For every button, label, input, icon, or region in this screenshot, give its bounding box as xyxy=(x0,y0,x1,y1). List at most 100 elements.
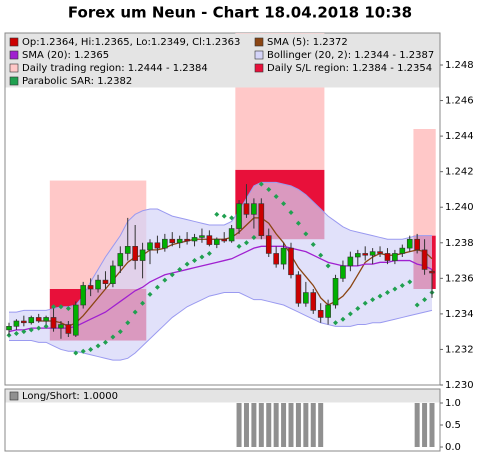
y-tick-label: 1.234 xyxy=(445,309,474,320)
y-tick-label: 1.230 xyxy=(445,380,474,391)
bar xyxy=(295,403,301,447)
candle-body xyxy=(13,320,20,327)
bar xyxy=(288,403,294,447)
candle-body xyxy=(273,253,279,265)
candle-body xyxy=(325,304,331,318)
candle-body xyxy=(265,235,272,254)
sar-dot xyxy=(318,252,324,258)
candle-body xyxy=(50,317,57,329)
candle-body xyxy=(399,247,406,254)
sar-dot xyxy=(206,250,212,256)
y-tick-label: 1.238 xyxy=(445,238,474,249)
candle-body xyxy=(421,249,428,270)
candle-body xyxy=(80,285,87,306)
y-tick-label: 1.248 xyxy=(445,60,474,71)
candle-body xyxy=(87,285,94,290)
candle-body xyxy=(154,242,161,249)
sar-dot xyxy=(117,329,123,335)
sar-dot xyxy=(281,201,287,207)
legend-label: SMA (5): 1.2372 xyxy=(267,37,348,48)
candle-body xyxy=(95,279,101,290)
legend-label: Daily trading region: 1.2444 - 1.2384 xyxy=(22,63,208,74)
candle-body xyxy=(236,203,242,229)
y-tick-label: 0.0 xyxy=(445,442,461,453)
candle-body xyxy=(162,238,168,249)
bar xyxy=(422,403,428,447)
y-tick-label: 1.236 xyxy=(445,273,474,284)
sar-dot xyxy=(192,258,198,264)
y-tick-label: 1.242 xyxy=(445,167,474,178)
sar-dot xyxy=(303,231,309,237)
sar-dot xyxy=(221,213,227,219)
candle-body xyxy=(362,253,369,256)
candle-body xyxy=(147,242,153,251)
bar xyxy=(273,403,279,447)
candle-body xyxy=(35,317,42,322)
sar-dot xyxy=(310,242,316,248)
sar-dot xyxy=(43,323,49,329)
candle-body xyxy=(310,292,317,311)
candle-body xyxy=(6,326,12,331)
sar-dot xyxy=(295,220,301,226)
candle-body xyxy=(332,278,339,306)
candle-body xyxy=(347,256,354,267)
sar-dot xyxy=(88,346,94,352)
bar xyxy=(318,403,324,447)
bar xyxy=(251,403,257,447)
sar-dot xyxy=(384,290,390,296)
candle-body xyxy=(414,238,420,251)
legend-swatch xyxy=(9,50,19,60)
sar-dot xyxy=(347,311,353,317)
candle-body xyxy=(303,292,309,304)
legend-background xyxy=(5,33,440,88)
candle-body xyxy=(221,238,228,242)
candle-body xyxy=(102,279,109,284)
sar-dot xyxy=(273,194,279,200)
sar-dot xyxy=(140,300,146,306)
sar-dot xyxy=(169,272,175,278)
bar xyxy=(236,403,242,447)
sar-dot xyxy=(36,325,42,331)
region xyxy=(413,129,436,236)
sar-dot xyxy=(162,277,168,283)
y-tick-label: 0.5 xyxy=(445,420,461,431)
sar-dot xyxy=(251,234,257,240)
candle-body xyxy=(58,324,64,329)
moving-average xyxy=(38,217,433,328)
sar-dot xyxy=(80,348,86,354)
candle-body xyxy=(243,203,250,215)
bar xyxy=(281,403,287,447)
candle-body xyxy=(258,203,265,236)
legend-label: Bollinger (20, 2): 1.2344 - 1.2387 xyxy=(267,50,434,61)
sar-dot xyxy=(28,327,34,333)
sar-dot xyxy=(13,330,19,336)
sar-dot xyxy=(95,343,101,349)
candle-body xyxy=(295,274,302,304)
bar xyxy=(243,403,249,447)
chart-title: Forex um Neun - Chart 18.04.2018 10:38 xyxy=(68,4,412,22)
candle-body xyxy=(184,238,190,242)
legend-label: SMA (20): 1.2365 xyxy=(22,50,109,61)
candle-body xyxy=(392,253,398,261)
sar-dot xyxy=(377,293,383,299)
legend-label: Daily S/L region: 1.2384 - 1.2354 xyxy=(267,63,432,74)
sar-dot xyxy=(325,263,331,269)
candle-body xyxy=(28,317,35,324)
legend-swatch xyxy=(9,391,19,401)
sar-dot xyxy=(370,297,376,303)
candle-body xyxy=(199,235,205,238)
bar xyxy=(414,403,420,447)
legend-swatch xyxy=(254,50,264,60)
candle-body xyxy=(132,246,138,261)
sar-dot xyxy=(362,300,368,306)
sar-dot xyxy=(102,339,108,345)
candle-body xyxy=(288,247,294,276)
legend-swatch xyxy=(254,37,264,47)
candle-body xyxy=(72,304,79,336)
candle-body xyxy=(369,251,376,256)
sar-dot xyxy=(288,210,294,216)
candle-body xyxy=(206,235,213,245)
y-tick-label: 1.246 xyxy=(445,96,474,107)
legend-swatch xyxy=(254,63,264,73)
